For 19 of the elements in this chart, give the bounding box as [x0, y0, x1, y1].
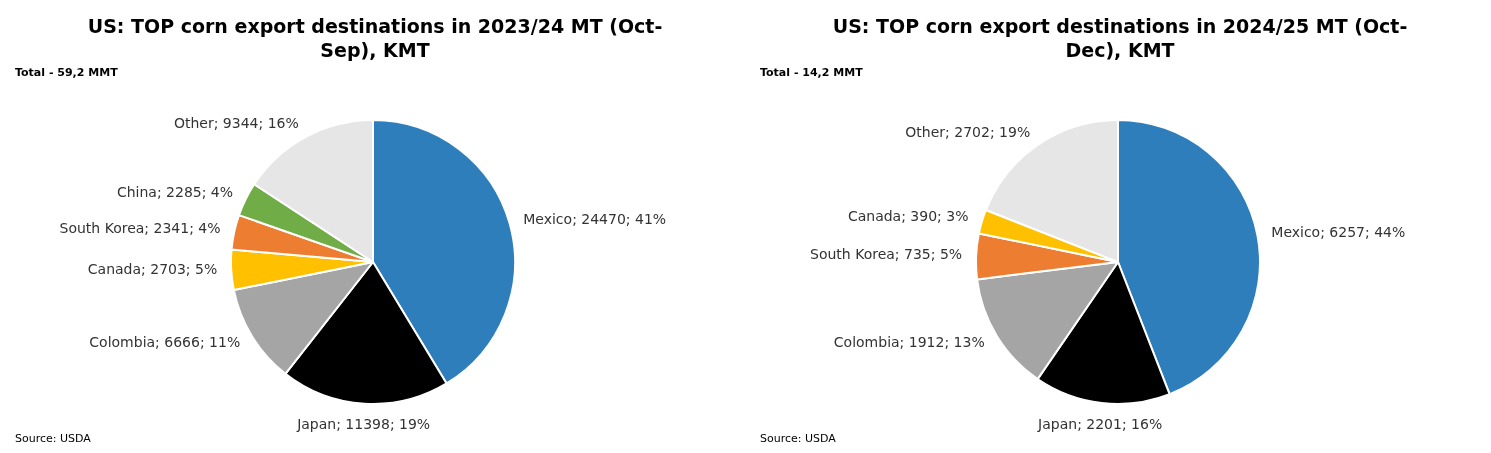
slice-label: Mexico; 6257; 44%	[1271, 223, 1406, 240]
text: Total - 59,2 MMT	[15, 66, 118, 79]
slice-label: Colombia; 1912; 13%	[833, 333, 985, 350]
slice-label: South Korea; 2341; 4%	[59, 219, 221, 236]
text: Total - 14,2 MMT	[760, 66, 863, 79]
chart-title: US: TOP corn export destinations in 2023/24 MT (Oct-Sep), KMT	[86, 14, 664, 62]
slice-label: Japan; 11398; 19%	[296, 416, 431, 433]
source-note: Source: USDA	[760, 432, 836, 445]
slice-label: South Korea; 735; 5%	[810, 246, 963, 263]
slice-label: Japan; 2201; 16%	[1037, 415, 1163, 432]
slice-label: Canada; 2703; 5%	[87, 261, 218, 278]
slice-label: Other; 2702; 19%	[905, 123, 1031, 140]
slice-label: Other; 9344; 16%	[173, 115, 299, 132]
slice-label: Mexico; 24470; 41%	[523, 210, 667, 227]
source-note: Source: USDA	[15, 432, 91, 445]
slice-label: Canada; 390; 3%	[847, 208, 969, 225]
slice-label: China; 2285; 4%	[116, 183, 234, 200]
slice-label: Colombia; 6666; 11%	[89, 334, 241, 351]
chart-title: US: TOP corn export destinations in 2024/25 MT (Oct-Dec), KMT	[831, 14, 1409, 62]
